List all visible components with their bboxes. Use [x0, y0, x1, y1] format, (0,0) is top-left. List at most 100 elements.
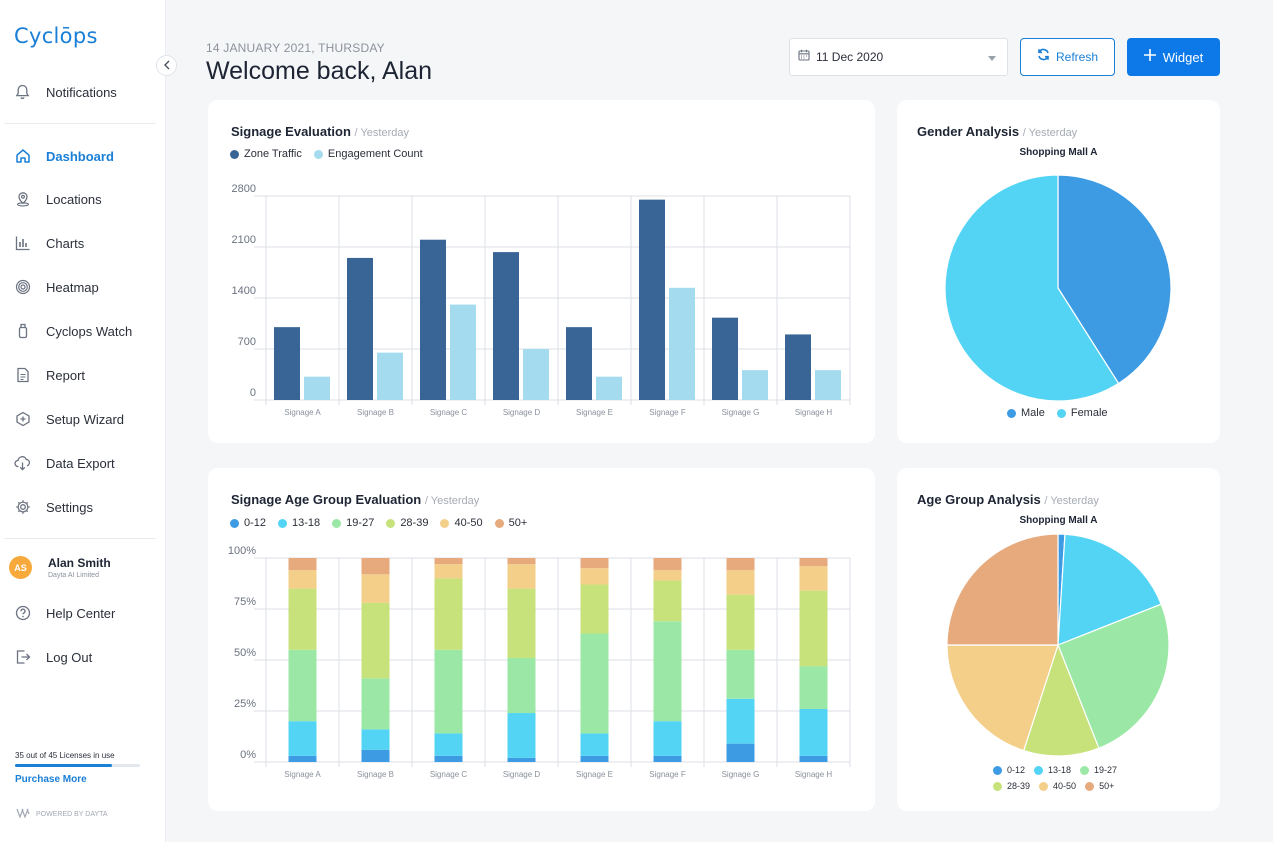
- legend-item[interactable]: 40-50: [1039, 781, 1076, 791]
- user-profile[interactable]: AS Alan Smith Dayta AI Limited: [9, 556, 111, 579]
- chart-bar: [742, 370, 768, 400]
- x-tick-label: Signage C: [430, 408, 468, 417]
- x-tick-label: Signage E: [576, 408, 613, 417]
- legend-item[interactable]: 50+: [1085, 781, 1114, 791]
- bar-chart-icon: [14, 235, 31, 252]
- sidebar-item-cyclops-watch[interactable]: Cyclops Watch: [0, 316, 160, 346]
- chart-bar-segment: [726, 570, 755, 595]
- refresh-button[interactable]: Refresh: [1020, 38, 1115, 76]
- help-icon: [14, 605, 31, 622]
- age-group-pie-chart: [946, 533, 1170, 757]
- divider: [4, 538, 156, 539]
- chart-bar-segment: [653, 721, 682, 756]
- chart-bar-segment: [580, 568, 609, 585]
- legend-item[interactable]: 0-12: [230, 517, 266, 529]
- sidebar-item-heatmap[interactable]: Heatmap: [0, 272, 160, 302]
- chart-legend: Male Female: [1007, 407, 1120, 419]
- sidebar-item-charts[interactable]: Charts: [0, 228, 160, 258]
- sidebar-item-log-out[interactable]: Log Out: [0, 642, 160, 672]
- chart-bar: [815, 370, 841, 400]
- legend-item[interactable]: 19-27: [332, 517, 374, 529]
- legend-item[interactable]: 50+: [494, 517, 527, 529]
- license-usage-text: 35 out of 45 Licenses in use: [15, 751, 115, 760]
- collapse-sidebar-button[interactable]: [156, 55, 177, 76]
- purchase-more-link[interactable]: Purchase More: [15, 774, 87, 785]
- powered-by: POWERED BY DAYTA: [16, 808, 108, 820]
- sidebar-item-label: Help Center: [46, 605, 116, 621]
- sidebar-item-report[interactable]: Report: [0, 360, 160, 390]
- powered-by-text: POWERED BY DAYTA: [36, 810, 108, 818]
- legend-item[interactable]: 28-39: [993, 781, 1030, 791]
- x-tick-label: Signage G: [722, 770, 760, 779]
- chart-bar-segment: [288, 755, 317, 762]
- chart-bar-segment: [799, 590, 828, 667]
- x-tick-label: Signage H: [795, 770, 833, 779]
- logout-icon: [14, 649, 31, 666]
- chart-bar-segment: [507, 757, 536, 762]
- legend-item[interactable]: Engagement Count: [313, 148, 423, 160]
- chart-bar-segment: [507, 564, 536, 589]
- x-tick-label: Signage D: [503, 770, 541, 779]
- add-widget-button[interactable]: Widget: [1127, 38, 1220, 76]
- refresh-icon: [1037, 48, 1050, 66]
- sidebar-item-label: Settings: [46, 499, 93, 515]
- gender-pie-chart: [944, 174, 1172, 402]
- x-tick-label: Signage D: [503, 408, 541, 417]
- sidebar-item-notifications[interactable]: Notifications: [0, 77, 160, 107]
- legend-item[interactable]: 13-18: [278, 517, 320, 529]
- sidebar-item-help-center[interactable]: Help Center: [0, 598, 160, 628]
- y-tick-label: 1400: [232, 285, 256, 297]
- chart-bar-segment: [799, 558, 828, 567]
- sidebar-item-dashboard[interactable]: Dashboard: [0, 141, 160, 171]
- date-picker[interactable]: 11 Dec 2020: [789, 38, 1008, 76]
- legend-item[interactable]: 28-39: [386, 517, 428, 529]
- legend-item[interactable]: 40-50: [440, 517, 483, 529]
- user-org: Dayta AI Limited: [48, 572, 99, 579]
- user-name: Alan Smith: [48, 556, 111, 570]
- chart-bar-segment: [580, 733, 609, 756]
- sidebar-item-setup-wizard[interactable]: Setup Wizard: [0, 404, 160, 434]
- heatmap-icon: [14, 279, 31, 296]
- chart-bar: [420, 239, 446, 400]
- legend-item[interactable]: Male: [1007, 407, 1045, 419]
- legend-item[interactable]: 0-12: [993, 765, 1025, 775]
- card-title: Signage Age Group Evaluation / Yesterday: [231, 492, 480, 507]
- caret-down-icon: [988, 48, 996, 66]
- legend-item[interactable]: 13-18: [1034, 765, 1071, 775]
- sidebar-item-settings[interactable]: Settings: [0, 492, 160, 522]
- signage-age-group-chart: 0% 25% 50% 75% 100% Signage A Signage B Signage…: [228, 545, 851, 779]
- chart-bar-segment: [580, 584, 609, 634]
- gender-analysis-card: Gender Analysis / Yesterday Shopping Mal…: [897, 100, 1220, 443]
- legend-item[interactable]: 19-27: [1080, 765, 1117, 775]
- age-group-analysis-card: Age Group Analysis / Yesterday Shopping …: [897, 468, 1220, 811]
- chart-bar-segment: [288, 570, 317, 589]
- pie-slice: [944, 174, 1120, 402]
- sidebar-item-label: Charts: [46, 235, 85, 251]
- chart-bar-segment: [726, 558, 755, 571]
- pie-slice: [946, 533, 1059, 646]
- legend-item[interactable]: Zone Traffic: [230, 148, 302, 160]
- pie-caption: Shopping Mall A: [1019, 515, 1098, 526]
- chart-bar-segment: [653, 755, 682, 762]
- y-tick-label: 700: [238, 336, 256, 348]
- chart-bar-segment: [507, 713, 536, 758]
- refresh-button-label: Refresh: [1055, 50, 1099, 64]
- sidebar-item-label: Cyclops Watch: [46, 323, 133, 339]
- sidebar-item-data-export[interactable]: Data Export: [0, 448, 160, 478]
- card-title: Age Group Analysis / Yesterday: [917, 492, 1099, 507]
- chart-bar-segment: [288, 558, 317, 571]
- y-tick-label: 0%: [240, 749, 256, 761]
- card-title: Signage Evaluation / Yesterday: [231, 124, 409, 139]
- app-logo[interactable]: Cyclōps: [14, 24, 98, 48]
- chart-bar-segment: [361, 558, 390, 575]
- chart-bar: [377, 352, 403, 400]
- legend-item[interactable]: Female: [1056, 407, 1108, 419]
- chart-bar-segment: [580, 755, 609, 762]
- chart-bar-segment: [434, 755, 463, 762]
- signage-evaluation-card: Signage Evaluation / Yesterday Zone Traf…: [208, 100, 875, 443]
- divider: [4, 123, 156, 124]
- plus-icon: [1143, 48, 1156, 66]
- x-tick-label: Signage G: [722, 408, 760, 417]
- sidebar-item-locations[interactable]: Locations: [0, 184, 160, 214]
- chart-bar: [669, 287, 695, 400]
